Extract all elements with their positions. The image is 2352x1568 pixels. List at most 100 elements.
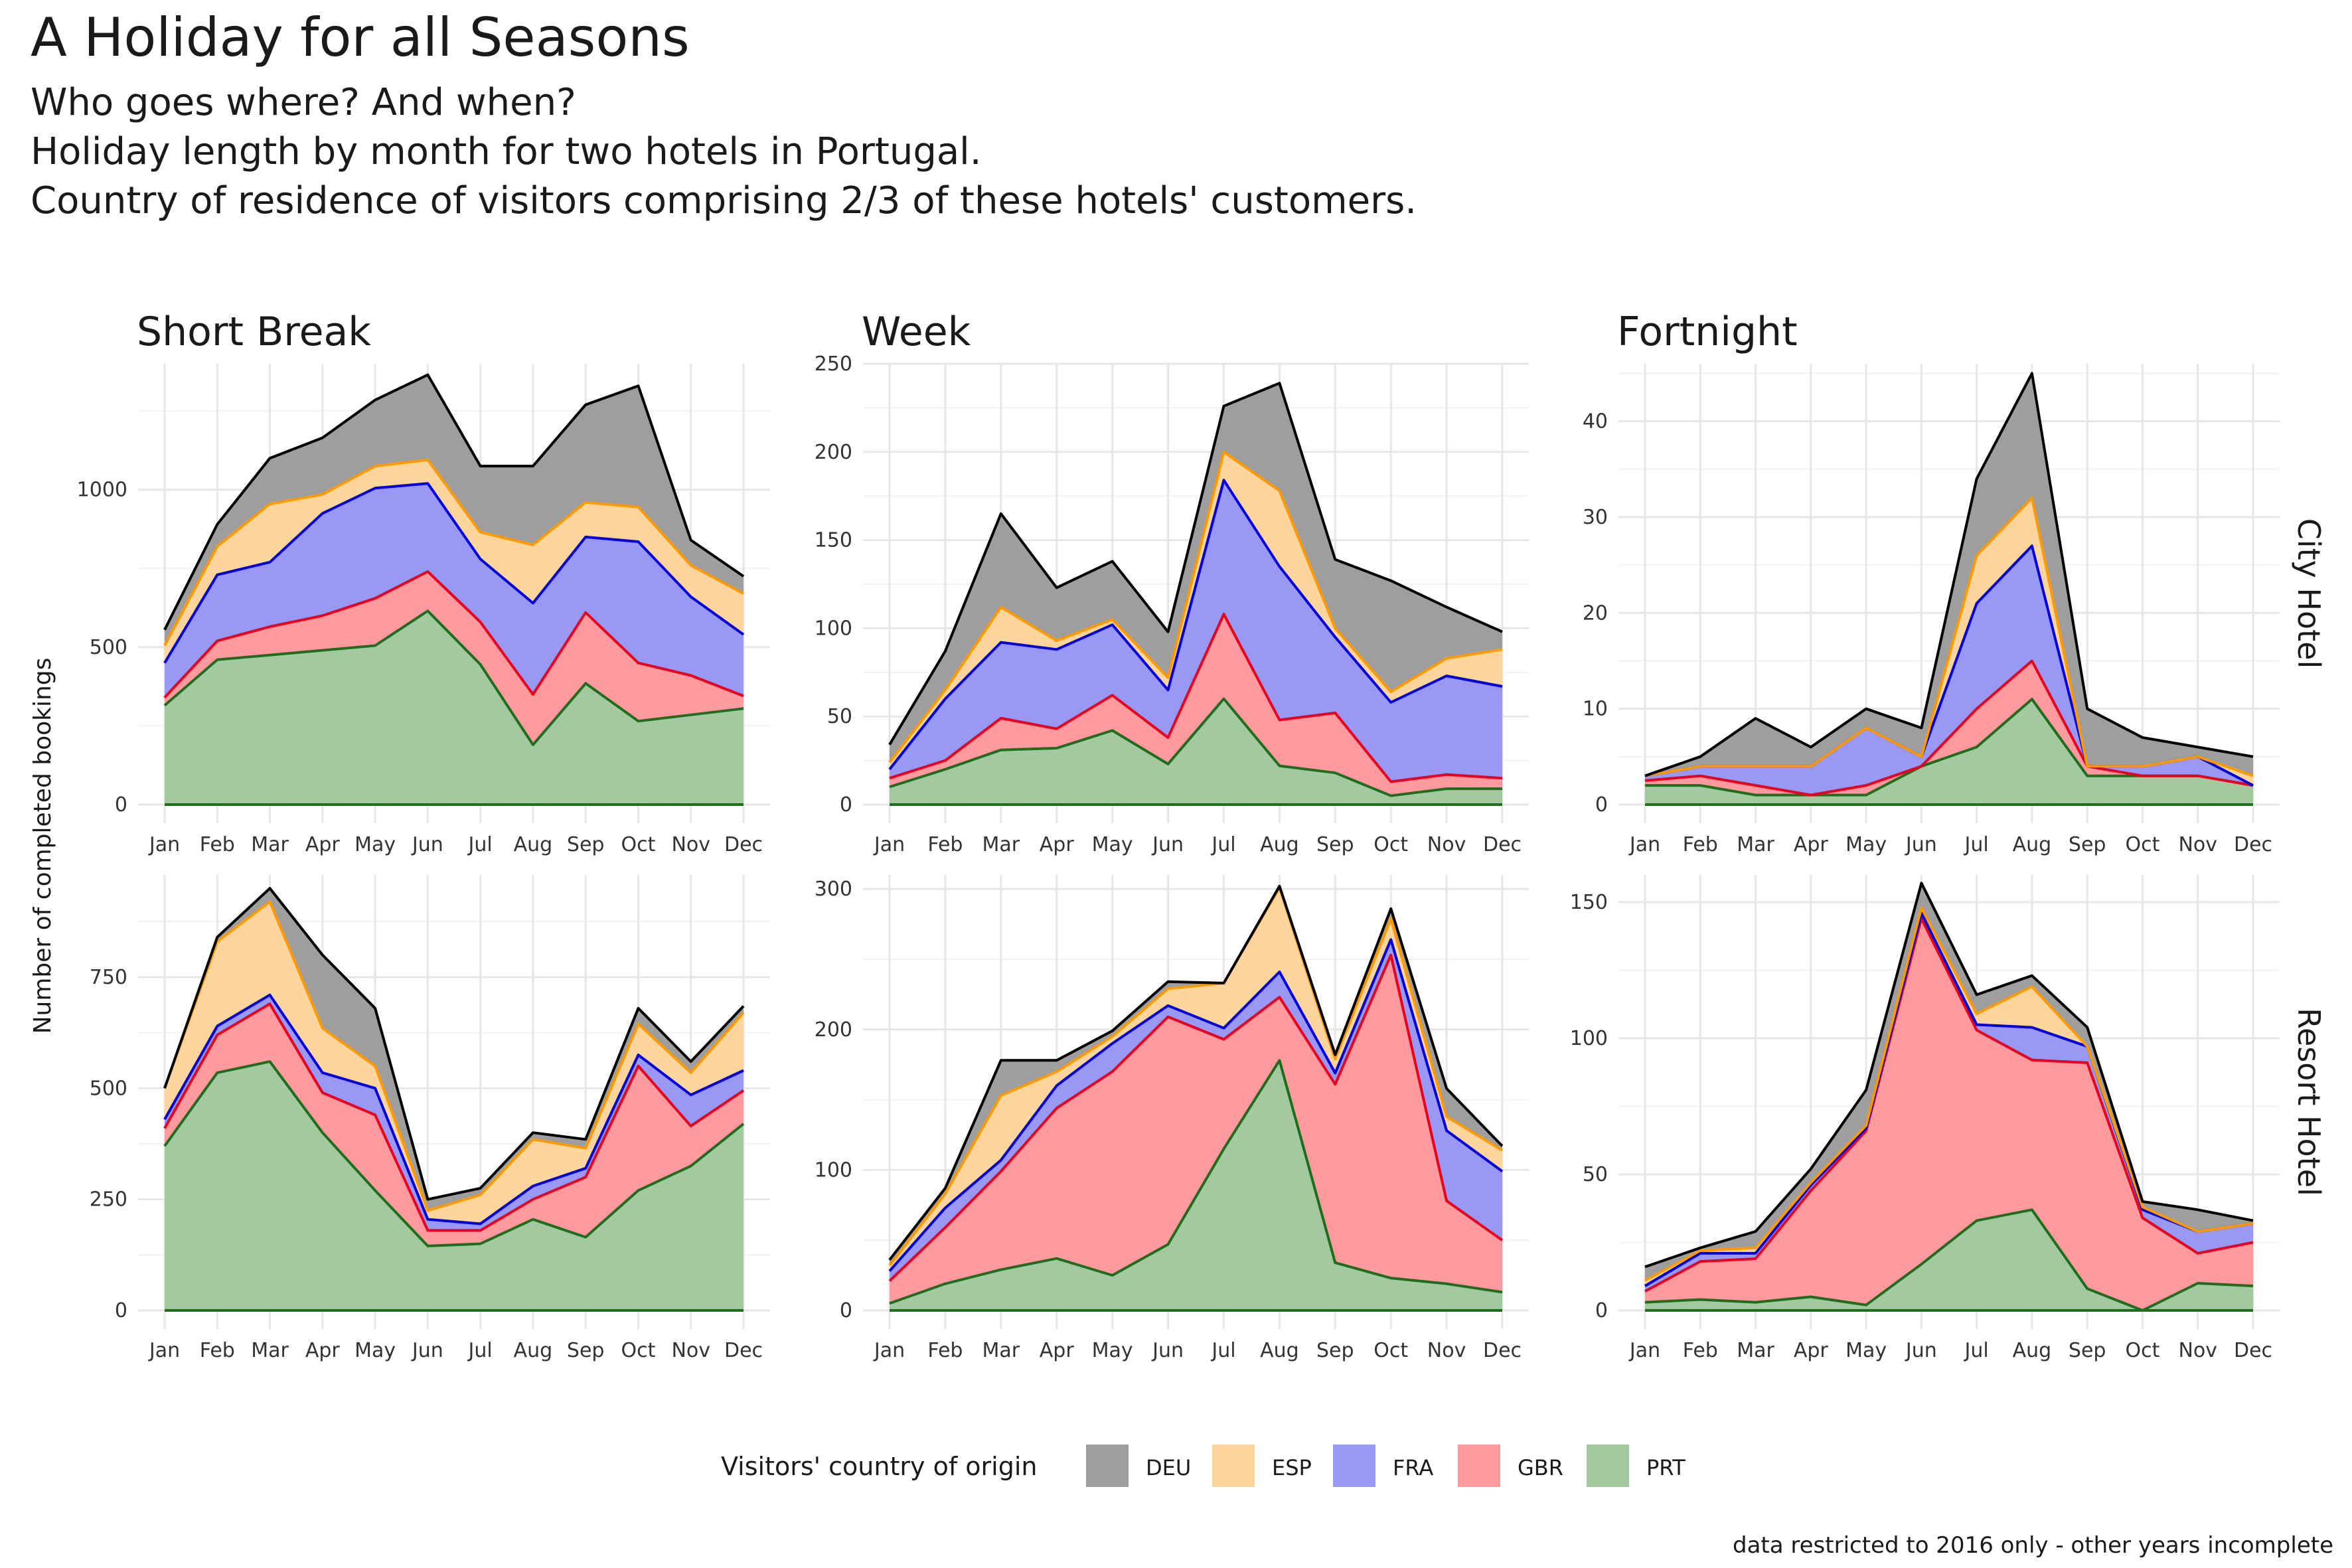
y-axis-label: Number of completed bookings xyxy=(29,658,56,1034)
legend-label: GBR xyxy=(1518,1455,1563,1480)
y-tick-label: 200 xyxy=(815,1018,852,1042)
line-gbr xyxy=(1644,917,2254,1293)
legend-label: DEU xyxy=(1146,1455,1191,1480)
column-strip-label: Fortnight xyxy=(1617,309,1798,355)
x-tick-label: Apr xyxy=(1794,833,1829,856)
line-esp xyxy=(1644,906,2254,1282)
subtitle-line: Who goes where? And when? xyxy=(31,81,576,124)
area-prt xyxy=(1645,699,2253,805)
area-gbr xyxy=(165,572,744,745)
x-tick-label: Jul xyxy=(467,833,493,856)
x-tick-label: Aug xyxy=(1260,833,1299,856)
line-esp xyxy=(888,886,1504,1267)
line-deu xyxy=(888,884,1504,1261)
x-tick-label: Mar xyxy=(251,1339,289,1362)
y-tick-label: 500 xyxy=(90,636,127,659)
line-esp xyxy=(1644,497,2254,777)
x-tick-label: Apr xyxy=(305,1339,341,1362)
area-gbr xyxy=(1645,918,2253,1310)
x-tick-label: Jun xyxy=(1151,833,1184,856)
x-tick-label: Apr xyxy=(1040,1339,1075,1362)
x-tick-label: Feb xyxy=(200,1339,235,1362)
x-tick-label: Jan xyxy=(873,833,905,856)
x-tick-label: Jan xyxy=(148,1339,180,1362)
line-deu xyxy=(888,382,1503,745)
x-tick-label: Feb xyxy=(200,833,235,856)
x-tick-label: May xyxy=(1092,1339,1133,1362)
x-tick-label: Nov xyxy=(2178,833,2217,856)
x-tick-label: Aug xyxy=(2013,1339,2052,1362)
x-tick-label: Mar xyxy=(1737,1339,1774,1362)
line-fra xyxy=(888,479,1503,771)
x-tick-label: Nov xyxy=(2178,1339,2217,1362)
y-tick-label: 0 xyxy=(840,1299,852,1322)
area-prt xyxy=(165,1061,744,1310)
x-tick-label: May xyxy=(1845,833,1887,856)
y-tick-label: 50 xyxy=(1583,1163,1608,1186)
line-fra xyxy=(1644,911,2254,1287)
x-tick-label: Jan xyxy=(1628,1339,1660,1362)
legend-label: ESP xyxy=(1272,1455,1312,1480)
x-tick-label: Jan xyxy=(1628,833,1660,856)
x-tick-label: Nov xyxy=(1427,833,1466,856)
area-deu xyxy=(890,383,1502,763)
y-tick-label: 100 xyxy=(815,617,852,640)
y-tick-label: 750 xyxy=(90,966,127,989)
x-tick-label: Dec xyxy=(2234,833,2272,856)
area-gbr xyxy=(890,614,1502,796)
x-tick-label: Jun xyxy=(1905,1339,1937,1362)
y-tick-label: 20 xyxy=(1583,601,1608,625)
area-deu xyxy=(165,374,744,646)
x-tick-label: May xyxy=(354,1339,396,1362)
line-fra xyxy=(163,482,745,664)
y-tick-label: 0 xyxy=(115,1299,127,1322)
x-tick-label: Sep xyxy=(1316,1339,1354,1362)
y-tick-label: 250 xyxy=(90,1188,127,1212)
x-tick-label: Sep xyxy=(2069,833,2106,856)
chart-subtitle: Who goes where? And when? Holiday length… xyxy=(31,78,1417,226)
area-esp xyxy=(165,902,744,1224)
area-gbr xyxy=(1645,661,2253,795)
x-tick-label: Aug xyxy=(2013,833,2052,856)
x-tick-label: Dec xyxy=(1483,833,1522,856)
x-tick-label: Aug xyxy=(1260,1339,1299,1362)
x-tick-label: Jan xyxy=(148,833,180,856)
x-tick-label: Oct xyxy=(621,833,656,856)
line-prt xyxy=(163,609,744,746)
y-tick-label: 0 xyxy=(1595,793,1608,817)
legend-label: FRA xyxy=(1393,1455,1433,1480)
line-fra xyxy=(888,938,1504,1273)
x-tick-label: Jun xyxy=(411,1339,443,1362)
y-tick-label: 0 xyxy=(840,793,852,817)
legend-swatch-fra xyxy=(1333,1445,1375,1487)
y-tick-label: 10 xyxy=(1583,698,1608,721)
line-prt xyxy=(889,697,1502,797)
x-tick-label: May xyxy=(1092,833,1133,856)
line-deu xyxy=(1644,882,2254,1269)
row-strip-label: Resort Hotel xyxy=(2291,1008,2327,1196)
x-tick-label: Feb xyxy=(927,1339,963,1362)
line-gbr xyxy=(163,570,744,699)
x-tick-label: Mar xyxy=(1737,833,1774,856)
legend-swatch-gbr xyxy=(1458,1445,1500,1487)
area-fra xyxy=(165,483,744,698)
x-tick-label: Dec xyxy=(724,1339,763,1362)
x-tick-label: Oct xyxy=(2126,1339,2160,1362)
x-tick-label: Jun xyxy=(1905,833,1937,856)
x-tick-label: Apr xyxy=(305,833,341,856)
x-tick-label: Oct xyxy=(2126,833,2160,856)
line-deu xyxy=(163,373,745,631)
x-tick-label: Mar xyxy=(982,833,1020,856)
x-tick-label: Sep xyxy=(2069,1339,2106,1362)
x-tick-label: Dec xyxy=(2234,1339,2272,1362)
line-gbr xyxy=(889,613,1503,783)
area-deu xyxy=(890,886,1502,1266)
column-strip-label: Short Break xyxy=(137,309,371,355)
area-prt xyxy=(1645,1210,2253,1310)
area-gbr xyxy=(165,1004,744,1246)
x-tick-label: Feb xyxy=(1683,833,1718,856)
x-tick-label: Nov xyxy=(671,833,710,856)
x-tick-label: Nov xyxy=(671,1339,710,1362)
legend-swatch-deu xyxy=(1086,1445,1129,1487)
line-prt xyxy=(1644,1208,2254,1312)
